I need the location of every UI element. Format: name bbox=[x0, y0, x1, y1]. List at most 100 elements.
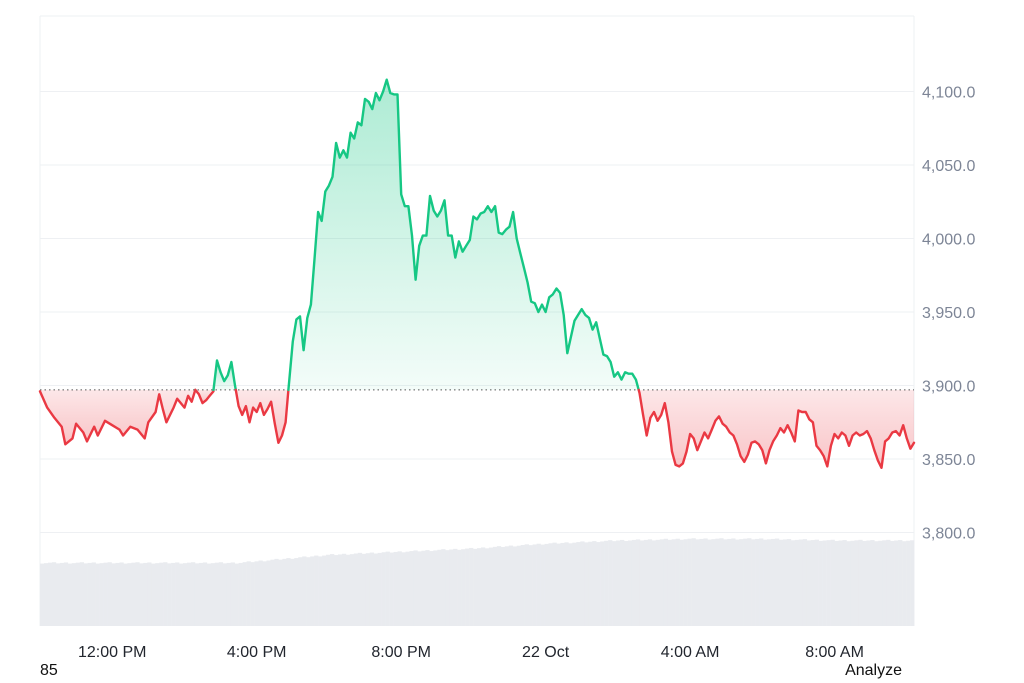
volume-bar bbox=[719, 538, 724, 626]
volume-bar bbox=[480, 547, 486, 626]
volume-bar bbox=[349, 554, 355, 626]
price-line bbox=[38, 78, 916, 469]
volume-bar bbox=[322, 555, 327, 626]
volume-bar bbox=[715, 538, 720, 626]
x-tick-label: 8:00 PM bbox=[371, 644, 431, 661]
volume-bar bbox=[520, 545, 525, 626]
price-line-down bbox=[637, 388, 916, 469]
volume-bar bbox=[473, 548, 478, 626]
volume-bar bbox=[886, 539, 891, 626]
y-tick-label: 4,000.0 bbox=[922, 232, 975, 249]
volume-bar bbox=[405, 551, 410, 626]
volume-bar bbox=[477, 548, 482, 626]
volume-bar bbox=[655, 539, 661, 626]
volume-bar bbox=[290, 558, 295, 626]
volume-bar bbox=[43, 563, 49, 626]
volume-bar bbox=[635, 539, 641, 626]
area-above-baseline bbox=[288, 79, 639, 390]
volume-bar bbox=[512, 546, 518, 626]
volume-bar bbox=[846, 541, 851, 626]
volume-bar bbox=[115, 562, 120, 626]
volume-bar bbox=[306, 557, 311, 626]
volume-bar bbox=[667, 539, 672, 626]
volume-bar bbox=[341, 553, 347, 626]
volume-bar bbox=[647, 539, 653, 626]
volume-bar bbox=[675, 538, 680, 626]
volume-bar bbox=[751, 539, 756, 626]
volume-bar bbox=[95, 563, 100, 626]
volume-bar bbox=[353, 553, 359, 626]
volume-bar bbox=[365, 553, 371, 626]
volume-bar bbox=[107, 562, 112, 626]
volume-bar bbox=[504, 546, 510, 626]
analyze-button[interactable]: Analyze bbox=[845, 662, 902, 679]
volume-bar bbox=[711, 539, 716, 626]
volume-bar bbox=[854, 540, 859, 626]
volume-bar bbox=[47, 562, 53, 626]
y-axis-labels: 3,800.0 3,850.0 3,900.0 3,950.0 4,000.0 4,050… bbox=[922, 85, 975, 543]
volume-bar bbox=[492, 546, 498, 626]
x-tick-label: 4:00 PM bbox=[227, 644, 287, 661]
volume-bar bbox=[238, 562, 243, 626]
volume-bar bbox=[123, 563, 128, 626]
volume-bar bbox=[500, 547, 506, 626]
volume-bar bbox=[143, 562, 148, 626]
volume-bar bbox=[67, 563, 73, 626]
volume-bar bbox=[218, 562, 224, 626]
volume-bar bbox=[735, 539, 740, 626]
volume-bar bbox=[616, 540, 621, 626]
volume-bar bbox=[111, 563, 116, 626]
volume-bar bbox=[620, 539, 625, 626]
volume-bar bbox=[298, 557, 303, 626]
volume-bar bbox=[258, 560, 263, 626]
volume-bar bbox=[528, 545, 533, 626]
volume-bar bbox=[186, 562, 192, 626]
volume-bar bbox=[151, 563, 156, 626]
volume-bar bbox=[87, 562, 92, 626]
volume-bar bbox=[584, 542, 589, 626]
volume-bar bbox=[357, 552, 363, 626]
volume-bar bbox=[755, 538, 760, 626]
volume-bar bbox=[282, 558, 287, 626]
volume-bar bbox=[175, 562, 180, 626]
price-line-up bbox=[212, 359, 237, 392]
volume-bar bbox=[429, 551, 434, 626]
volume-bar bbox=[743, 538, 748, 626]
volume-bar bbox=[147, 562, 152, 626]
volume-bar bbox=[330, 554, 335, 626]
price-areas bbox=[40, 79, 914, 468]
volume-bar bbox=[262, 561, 267, 626]
volume-bar bbox=[449, 549, 454, 626]
volume-bar bbox=[75, 562, 81, 626]
volume-bar bbox=[608, 540, 613, 626]
price-line-down bbox=[234, 388, 290, 444]
volume-bar bbox=[139, 563, 144, 626]
volume-bar bbox=[369, 552, 375, 626]
volume-bar bbox=[834, 540, 839, 626]
volume-bar bbox=[806, 540, 812, 626]
volume-bar bbox=[759, 538, 764, 626]
volume-bar bbox=[627, 540, 633, 626]
price-line-down bbox=[194, 388, 215, 405]
volume-bar bbox=[850, 540, 855, 626]
volume-bar bbox=[254, 561, 259, 626]
volume-bar bbox=[40, 563, 45, 626]
area-below-baseline bbox=[235, 389, 289, 443]
volume-bar bbox=[286, 558, 291, 626]
x-axis-labels: 12:00 PM 4:00 PM 8:00 PM 22 Oct 4:00 AM 8:00 … bbox=[78, 644, 864, 661]
volume-bar bbox=[437, 549, 442, 626]
volume-bar bbox=[556, 543, 561, 626]
volume-bar bbox=[393, 551, 398, 626]
volume-bar bbox=[516, 545, 521, 626]
volume-bar bbox=[631, 539, 637, 626]
volume-bar bbox=[763, 539, 768, 626]
volume-bar bbox=[870, 540, 875, 626]
volume-bar bbox=[318, 556, 323, 626]
volume-bar bbox=[461, 549, 466, 626]
volume-bar bbox=[695, 539, 700, 626]
volume-bar bbox=[532, 544, 537, 626]
volume-bar bbox=[222, 563, 228, 626]
volume-bar bbox=[302, 556, 307, 626]
volume-bar bbox=[623, 541, 629, 626]
